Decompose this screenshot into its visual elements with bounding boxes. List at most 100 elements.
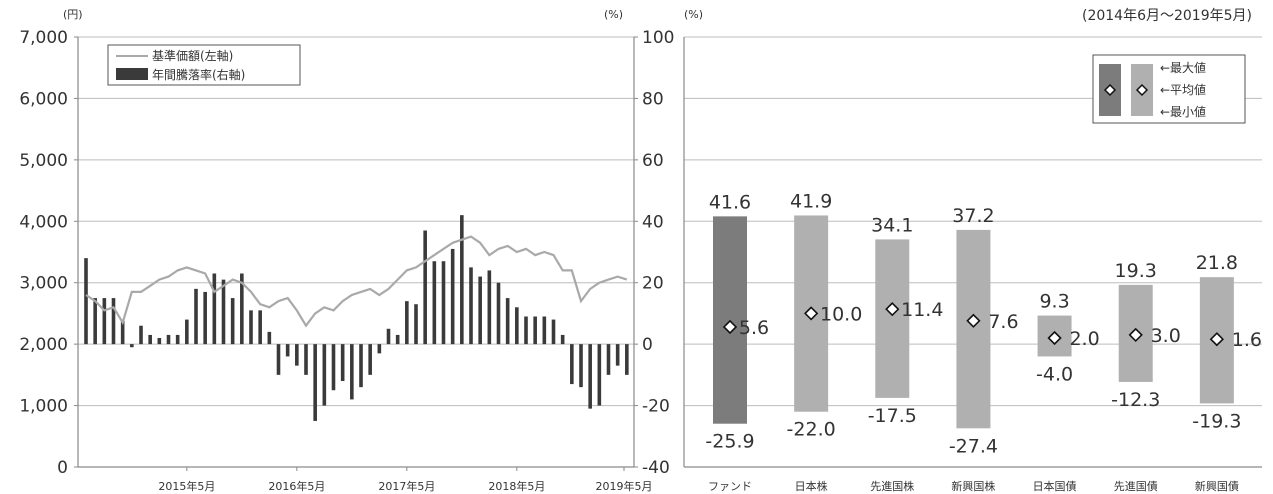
left-legend: 基準価額(左軸) 年間騰落率(右軸) — [107, 44, 301, 86]
left-chart-grid — [77, 36, 635, 468]
annual-return-bar — [606, 344, 611, 375]
annual-return-bar — [322, 344, 327, 406]
avg-value-label: 7.6 — [988, 311, 1018, 333]
annual-return-bar — [240, 273, 244, 345]
annual-return-bar — [102, 298, 107, 345]
right-axis-tick-label: 80 — [642, 89, 664, 109]
left-y-tick-label: 7,000 — [19, 28, 68, 48]
average-marker — [722, 319, 738, 335]
annual-return-bar — [221, 279, 226, 345]
avg-value-label: 3.0 — [1151, 325, 1181, 347]
category-label: 日本国債 — [1033, 479, 1077, 493]
avg-value-label: 10.0 — [820, 303, 862, 325]
legend-avg-label: ←平均値 — [1160, 82, 1206, 97]
annual-return-bar — [93, 298, 97, 345]
x-tick-label: 2015年5月 — [158, 479, 215, 493]
average-marker — [1209, 332, 1224, 347]
legend-avg-marker-dark — [1103, 83, 1117, 97]
period-label: (2014年6月〜2019年5月) — [1082, 8, 1252, 24]
annual-return-bar — [460, 215, 464, 345]
annual-return-bar — [157, 338, 162, 345]
annual-return-bar — [359, 344, 363, 388]
left-y-tick-label: 1,000 — [19, 397, 68, 417]
category-label: 先進国債 — [1114, 479, 1158, 493]
annual-return-bar — [212, 273, 217, 345]
min-value-label: -22.0 — [787, 419, 836, 441]
annual-return-bar — [414, 304, 418, 345]
max-value-label: 41.9 — [790, 190, 832, 212]
annual-return-bar — [111, 298, 116, 345]
left-chart-x-ticks: 2015年5月 2016年5月 2017年5月 2018年5月 2019年5月 — [158, 467, 653, 493]
left-y-tick-label: 3,000 — [19, 274, 68, 294]
annual-return-bar — [350, 344, 354, 400]
avg-value-label: 5.6 — [739, 317, 769, 339]
range-bar — [956, 229, 991, 429]
annual-return-bar — [304, 344, 308, 375]
right-axis-tick-label: 60 — [642, 151, 664, 171]
range-bar — [875, 239, 910, 398]
category-label: ファンド — [708, 480, 752, 493]
category-label: 新興国株 — [951, 479, 995, 493]
annual-return-bar — [432, 261, 437, 345]
legend-return-label: 年間騰落率(右軸) — [152, 67, 245, 82]
annual-return-bar — [405, 301, 409, 345]
average-marker — [966, 313, 981, 328]
annual-return-bar — [450, 248, 455, 345]
max-value-label: 19.3 — [1115, 260, 1157, 282]
annual-return-bar — [258, 310, 262, 345]
annual-return-bar — [597, 344, 602, 406]
legend-nav-label: 基準価額(左軸) — [152, 48, 233, 63]
annual-return-bar — [469, 267, 473, 345]
average-marker — [885, 301, 900, 317]
annual-return-bar — [570, 344, 574, 385]
nav-line — [85, 235, 628, 328]
right-axis-tick-label: 0 — [642, 335, 653, 355]
average-marker — [1047, 330, 1062, 346]
annual-return-bar — [331, 344, 336, 391]
left-right-y-unit-label: (%) — [604, 8, 623, 21]
legend-max-label: ←最大値 — [1160, 60, 1206, 75]
annual-return-bar — [267, 331, 272, 345]
left-y-tick-label: 5,000 — [19, 151, 68, 171]
left-y-unit-label: (円) — [63, 8, 83, 21]
annual-return-bar — [120, 319, 125, 345]
right-axis-tick-label: 100 — [642, 28, 674, 48]
annual-return-bar — [524, 316, 528, 345]
annual-return-bar — [542, 316, 547, 345]
annual-return-bar — [368, 344, 372, 375]
avg-value-label: 2.0 — [1069, 328, 1099, 350]
left-y-tick-label: 0 — [57, 458, 68, 478]
annual-return-bar — [579, 344, 583, 388]
annual-return-bar — [386, 328, 391, 345]
left-y-tick-label: 2,000 — [19, 335, 68, 355]
annual-return-bar — [203, 291, 207, 345]
annual-return-bar — [551, 319, 556, 345]
range-bars: 41.6 5.6 -25.9 ファンド 41.9 10.0 -22.0 日本株 34.1 11.4… — [705, 190, 1262, 493]
category-label: 日本株 — [795, 479, 828, 493]
annual-return-bar — [84, 258, 88, 345]
annual-return-bar — [377, 344, 382, 354]
annual-return-bar — [276, 344, 281, 375]
annual-return-bar — [423, 230, 427, 345]
annual-return-bar — [194, 288, 198, 345]
left-y-tick-label: 4,000 — [19, 212, 68, 232]
category-label: 新興国債 — [1195, 479, 1239, 493]
annual-return-bar — [313, 344, 317, 421]
annual-return-bar — [515, 307, 519, 345]
annual-return-bar — [615, 344, 620, 366]
average-marker — [1128, 327, 1143, 343]
right-y-unit-label: (%) — [684, 8, 703, 21]
right-axis-tick-label: -40 — [642, 458, 670, 478]
annual-return-bar — [249, 310, 253, 345]
nav-line-series — [85, 235, 628, 328]
annual-return-bar — [130, 344, 134, 348]
annual-return-bar — [533, 316, 537, 345]
annual-return-bar — [340, 344, 345, 381]
annual-return-bar — [560, 334, 565, 345]
right-legend: ←最大値 ←平均値 ←最小値 — [1092, 54, 1246, 124]
min-value-label: -17.5 — [868, 405, 917, 427]
annual-return-bar — [441, 261, 446, 345]
max-value-label: 21.8 — [1196, 252, 1238, 274]
x-tick-label: 2019年5月 — [596, 479, 653, 493]
